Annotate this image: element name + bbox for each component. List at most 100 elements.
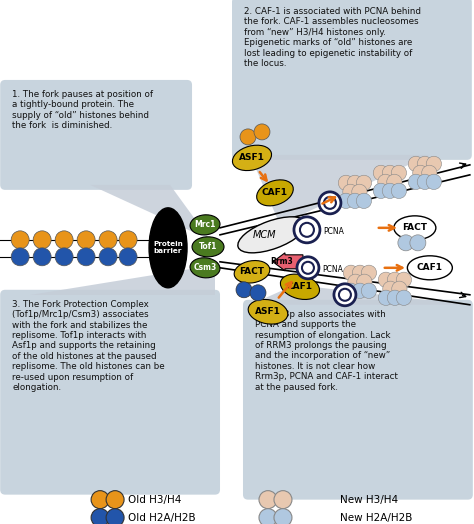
Circle shape	[119, 248, 137, 266]
Circle shape	[382, 183, 398, 199]
Circle shape	[382, 165, 398, 181]
Text: Rrm3: Rrm3	[271, 257, 293, 266]
Circle shape	[274, 490, 292, 509]
Circle shape	[348, 274, 363, 289]
Text: New H2A/H2B: New H2A/H2B	[340, 512, 412, 522]
Circle shape	[343, 283, 358, 299]
Circle shape	[422, 165, 437, 181]
Circle shape	[408, 156, 423, 171]
Circle shape	[426, 156, 441, 171]
Text: ASF1: ASF1	[239, 154, 265, 162]
Circle shape	[324, 197, 336, 209]
Ellipse shape	[232, 145, 272, 171]
Circle shape	[77, 231, 95, 249]
Text: CAF1: CAF1	[262, 188, 288, 198]
Circle shape	[55, 248, 73, 266]
Circle shape	[274, 509, 292, 524]
Ellipse shape	[256, 180, 293, 206]
Circle shape	[383, 281, 398, 297]
Circle shape	[373, 183, 389, 199]
Text: MCM: MCM	[253, 230, 277, 240]
Text: Old H2A/H2B: Old H2A/H2B	[128, 512, 196, 522]
Text: 1. The fork pauses at position of
a tightly-bound protein. The
supply of “old” h: 1. The fork pauses at position of a tigh…	[12, 90, 153, 130]
Circle shape	[361, 283, 376, 299]
Circle shape	[302, 262, 314, 274]
Circle shape	[334, 284, 356, 306]
Polygon shape	[30, 265, 215, 295]
Circle shape	[259, 509, 277, 524]
Circle shape	[106, 509, 124, 524]
Circle shape	[356, 193, 372, 209]
Circle shape	[119, 231, 137, 249]
Text: 2. CAF-1 is associated with PCNA behind
the fork. CAF-1 assembles nucleosomes
fr: 2. CAF-1 is associated with PCNA behind …	[244, 7, 421, 68]
Text: ASF1: ASF1	[255, 307, 281, 316]
Circle shape	[55, 231, 73, 249]
Circle shape	[99, 248, 117, 266]
Text: Protein
barrier: Protein barrier	[153, 242, 183, 254]
Circle shape	[254, 124, 270, 140]
Circle shape	[357, 274, 372, 289]
Circle shape	[387, 174, 402, 190]
Circle shape	[347, 193, 363, 209]
Circle shape	[413, 165, 428, 181]
Circle shape	[11, 231, 29, 249]
Text: 3. The Fork Protection Complex
(Tof1p/Mrc1p/Csm3) associates
with the fork and s: 3. The Fork Protection Complex (Tof1p/Mr…	[12, 300, 165, 392]
Circle shape	[343, 265, 358, 280]
Circle shape	[297, 257, 319, 279]
FancyBboxPatch shape	[0, 290, 220, 495]
Circle shape	[410, 235, 426, 251]
Circle shape	[77, 248, 95, 266]
Ellipse shape	[407, 256, 452, 280]
Circle shape	[352, 283, 367, 299]
Text: Tof1: Tof1	[199, 242, 217, 252]
Circle shape	[361, 265, 376, 280]
Text: New H3/H4: New H3/H4	[340, 495, 398, 505]
Circle shape	[356, 175, 372, 191]
Circle shape	[417, 174, 432, 190]
Polygon shape	[250, 155, 430, 225]
Circle shape	[338, 193, 354, 209]
Ellipse shape	[149, 208, 187, 288]
Text: FACT: FACT	[402, 223, 428, 232]
Ellipse shape	[248, 299, 288, 324]
Circle shape	[343, 184, 358, 200]
Ellipse shape	[190, 258, 220, 278]
Circle shape	[391, 183, 407, 199]
FancyArrow shape	[273, 253, 303, 271]
FancyBboxPatch shape	[0, 80, 192, 190]
Circle shape	[236, 282, 252, 298]
Circle shape	[408, 174, 423, 190]
Text: Csm3: Csm3	[193, 263, 217, 272]
Circle shape	[250, 285, 266, 301]
Circle shape	[378, 290, 393, 305]
Circle shape	[319, 192, 341, 214]
Circle shape	[300, 223, 314, 237]
Circle shape	[339, 289, 351, 301]
Text: FACT: FACT	[239, 267, 264, 276]
Circle shape	[106, 490, 124, 509]
Circle shape	[33, 231, 51, 249]
Circle shape	[33, 248, 51, 266]
FancyBboxPatch shape	[232, 0, 472, 160]
Ellipse shape	[192, 237, 224, 257]
Circle shape	[338, 175, 354, 191]
Circle shape	[417, 156, 432, 171]
Text: Old H3/H4: Old H3/H4	[128, 495, 182, 505]
Circle shape	[398, 235, 414, 251]
Circle shape	[352, 265, 367, 280]
Circle shape	[294, 217, 320, 243]
Circle shape	[99, 231, 117, 249]
Ellipse shape	[394, 216, 436, 240]
Ellipse shape	[238, 217, 306, 253]
Circle shape	[378, 174, 393, 190]
Circle shape	[11, 248, 29, 266]
Circle shape	[396, 272, 411, 288]
Circle shape	[392, 281, 407, 297]
Circle shape	[347, 175, 363, 191]
Circle shape	[259, 490, 277, 509]
Circle shape	[240, 129, 256, 145]
Circle shape	[373, 165, 389, 181]
Ellipse shape	[190, 215, 220, 235]
Circle shape	[391, 165, 407, 181]
FancyBboxPatch shape	[243, 300, 473, 500]
